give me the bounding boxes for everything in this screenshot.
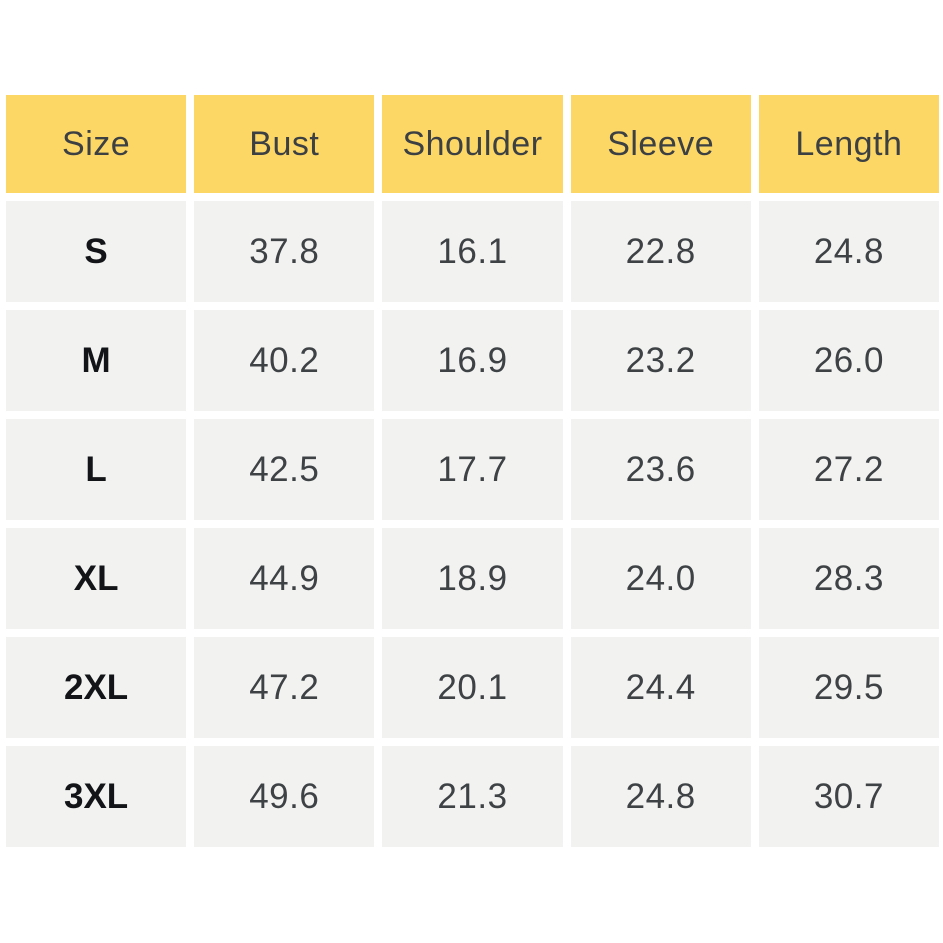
length-value-cell: 28.3 xyxy=(758,528,939,629)
shoulder-value-cell: 16.9 xyxy=(382,310,563,411)
shoulder-value-cell: 21.3 xyxy=(382,746,563,847)
length-value-cell: 29.5 xyxy=(758,637,939,738)
length-value-cell: 27.2 xyxy=(758,419,939,520)
bust-value-cell: 44.9 xyxy=(194,528,375,629)
header-cell-shoulder: Shoulder xyxy=(382,95,563,193)
length-value-cell: 26.0 xyxy=(758,310,939,411)
length-value-cell: 30.7 xyxy=(758,746,939,847)
header-cell-length: Length xyxy=(758,95,939,193)
shoulder-value-cell: 16.1 xyxy=(382,201,563,302)
size-cell: L xyxy=(6,419,187,520)
header-cell-sleeve: Sleeve xyxy=(570,95,751,193)
shoulder-value-cell: 18.9 xyxy=(382,528,563,629)
size-chart-table: Size Bust Shoulder Sleeve Length S 37.8 … xyxy=(6,95,939,847)
sleeve-value-cell: 23.2 xyxy=(570,310,751,411)
sleeve-value-cell: 24.0 xyxy=(570,528,751,629)
bust-value-cell: 40.2 xyxy=(194,310,375,411)
bust-value-cell: 37.8 xyxy=(194,201,375,302)
length-value-cell: 24.8 xyxy=(758,201,939,302)
bust-value-cell: 47.2 xyxy=(194,637,375,738)
sleeve-value-cell: 22.8 xyxy=(570,201,751,302)
size-cell: S xyxy=(6,201,187,302)
bust-value-cell: 49.6 xyxy=(194,746,375,847)
shoulder-value-cell: 20.1 xyxy=(382,637,563,738)
bust-value-cell: 42.5 xyxy=(194,419,375,520)
size-cell: M xyxy=(6,310,187,411)
sleeve-value-cell: 23.6 xyxy=(570,419,751,520)
shoulder-value-cell: 17.7 xyxy=(382,419,563,520)
header-cell-size: Size xyxy=(6,95,187,193)
size-cell: 2XL xyxy=(6,637,187,738)
sleeve-value-cell: 24.4 xyxy=(570,637,751,738)
sleeve-value-cell: 24.8 xyxy=(570,746,751,847)
size-cell: 3XL xyxy=(6,746,187,847)
size-cell: XL xyxy=(6,528,187,629)
header-cell-bust: Bust xyxy=(194,95,375,193)
